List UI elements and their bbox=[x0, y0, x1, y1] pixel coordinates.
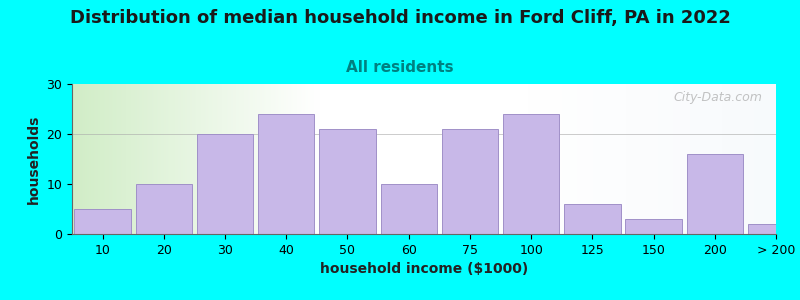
Bar bbox=[626, 219, 682, 234]
Bar bbox=[442, 129, 498, 234]
Bar bbox=[136, 184, 192, 234]
Text: All residents: All residents bbox=[346, 60, 454, 75]
Bar bbox=[258, 114, 314, 234]
Y-axis label: households: households bbox=[27, 114, 41, 204]
Bar bbox=[503, 114, 559, 234]
Bar bbox=[74, 209, 130, 234]
Bar bbox=[381, 184, 437, 234]
X-axis label: household income ($1000): household income ($1000) bbox=[320, 262, 528, 276]
Bar bbox=[197, 134, 254, 234]
Text: City-Data.com: City-Data.com bbox=[673, 92, 762, 104]
Text: Distribution of median household income in Ford Cliff, PA in 2022: Distribution of median household income … bbox=[70, 9, 730, 27]
Bar bbox=[564, 204, 621, 234]
Bar bbox=[686, 154, 743, 234]
Bar bbox=[748, 224, 800, 234]
Bar bbox=[319, 129, 376, 234]
